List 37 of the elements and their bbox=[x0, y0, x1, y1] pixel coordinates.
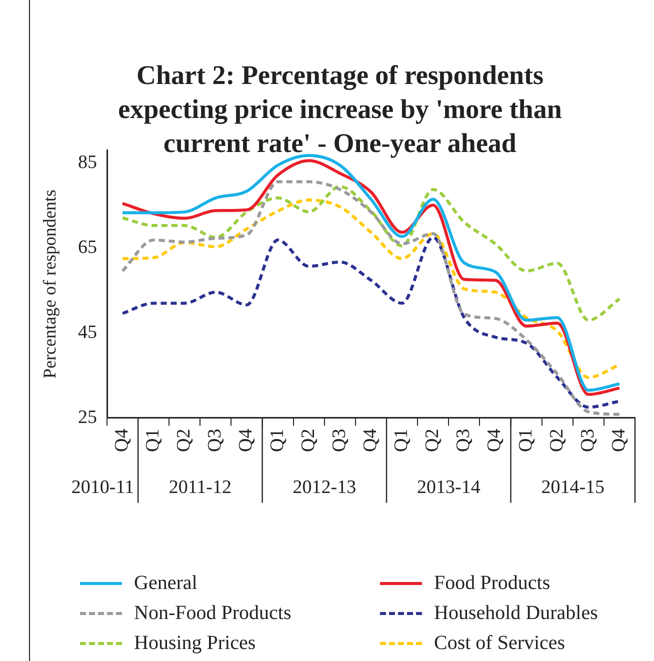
x-tick-label: Q2 bbox=[174, 428, 195, 452]
x-tick-label: Q1 bbox=[142, 428, 164, 452]
x-tick-label: Q3 bbox=[577, 428, 598, 452]
x-tick-label: Q4 bbox=[236, 428, 257, 452]
line-series bbox=[121, 236, 621, 409]
y-axis-title: Percentage of respondents bbox=[40, 190, 60, 379]
x-tick-label: Q2 bbox=[422, 428, 444, 452]
x-tick-label: Q1 bbox=[515, 428, 536, 452]
legend-label: Household Durables bbox=[434, 602, 598, 624]
legend-label: Cost of Services bbox=[434, 632, 566, 654]
x-tick-label: Q1 bbox=[266, 428, 288, 452]
legend-label: Non-Food Products bbox=[134, 602, 292, 624]
y-tick-label: 85 bbox=[78, 152, 97, 174]
y-tick-label: 45 bbox=[78, 322, 97, 343]
chart-title: Chart 2: Percentage of respondents expecting price increase by 'more than current rate' - One-year ahead bbox=[117, 59, 563, 160]
x-tick-label: Q3 bbox=[204, 428, 226, 452]
text: 2014-15 bbox=[541, 476, 605, 498]
text: 2013-14 bbox=[416, 476, 481, 498]
x-tick-label: Q4 bbox=[360, 428, 381, 452]
x-tick-label: Q3 bbox=[328, 428, 350, 452]
legend-label: Housing Prices bbox=[134, 632, 256, 654]
x-tick-label: Q3 bbox=[453, 428, 474, 452]
x-tick-label: Q2 bbox=[546, 428, 568, 452]
text: 2011-12 bbox=[168, 476, 232, 498]
x-tick-label: Q1 bbox=[391, 428, 412, 452]
y-tick-label: 65 bbox=[78, 237, 97, 258]
legend-label: General bbox=[134, 572, 198, 594]
text: 2010-11 bbox=[71, 476, 134, 498]
x-tick-label: Q2 bbox=[298, 428, 319, 452]
legend-label: Food Products bbox=[434, 572, 550, 594]
x-tick-label: Q4 bbox=[608, 428, 630, 452]
text: 2012-13 bbox=[292, 476, 356, 498]
line-series bbox=[121, 184, 621, 322]
x-tick-label: Q4 bbox=[112, 428, 133, 452]
line-series bbox=[121, 180, 621, 416]
x-tick-label: Q4 bbox=[484, 428, 506, 452]
y-tick-label: 25 bbox=[78, 406, 97, 428]
